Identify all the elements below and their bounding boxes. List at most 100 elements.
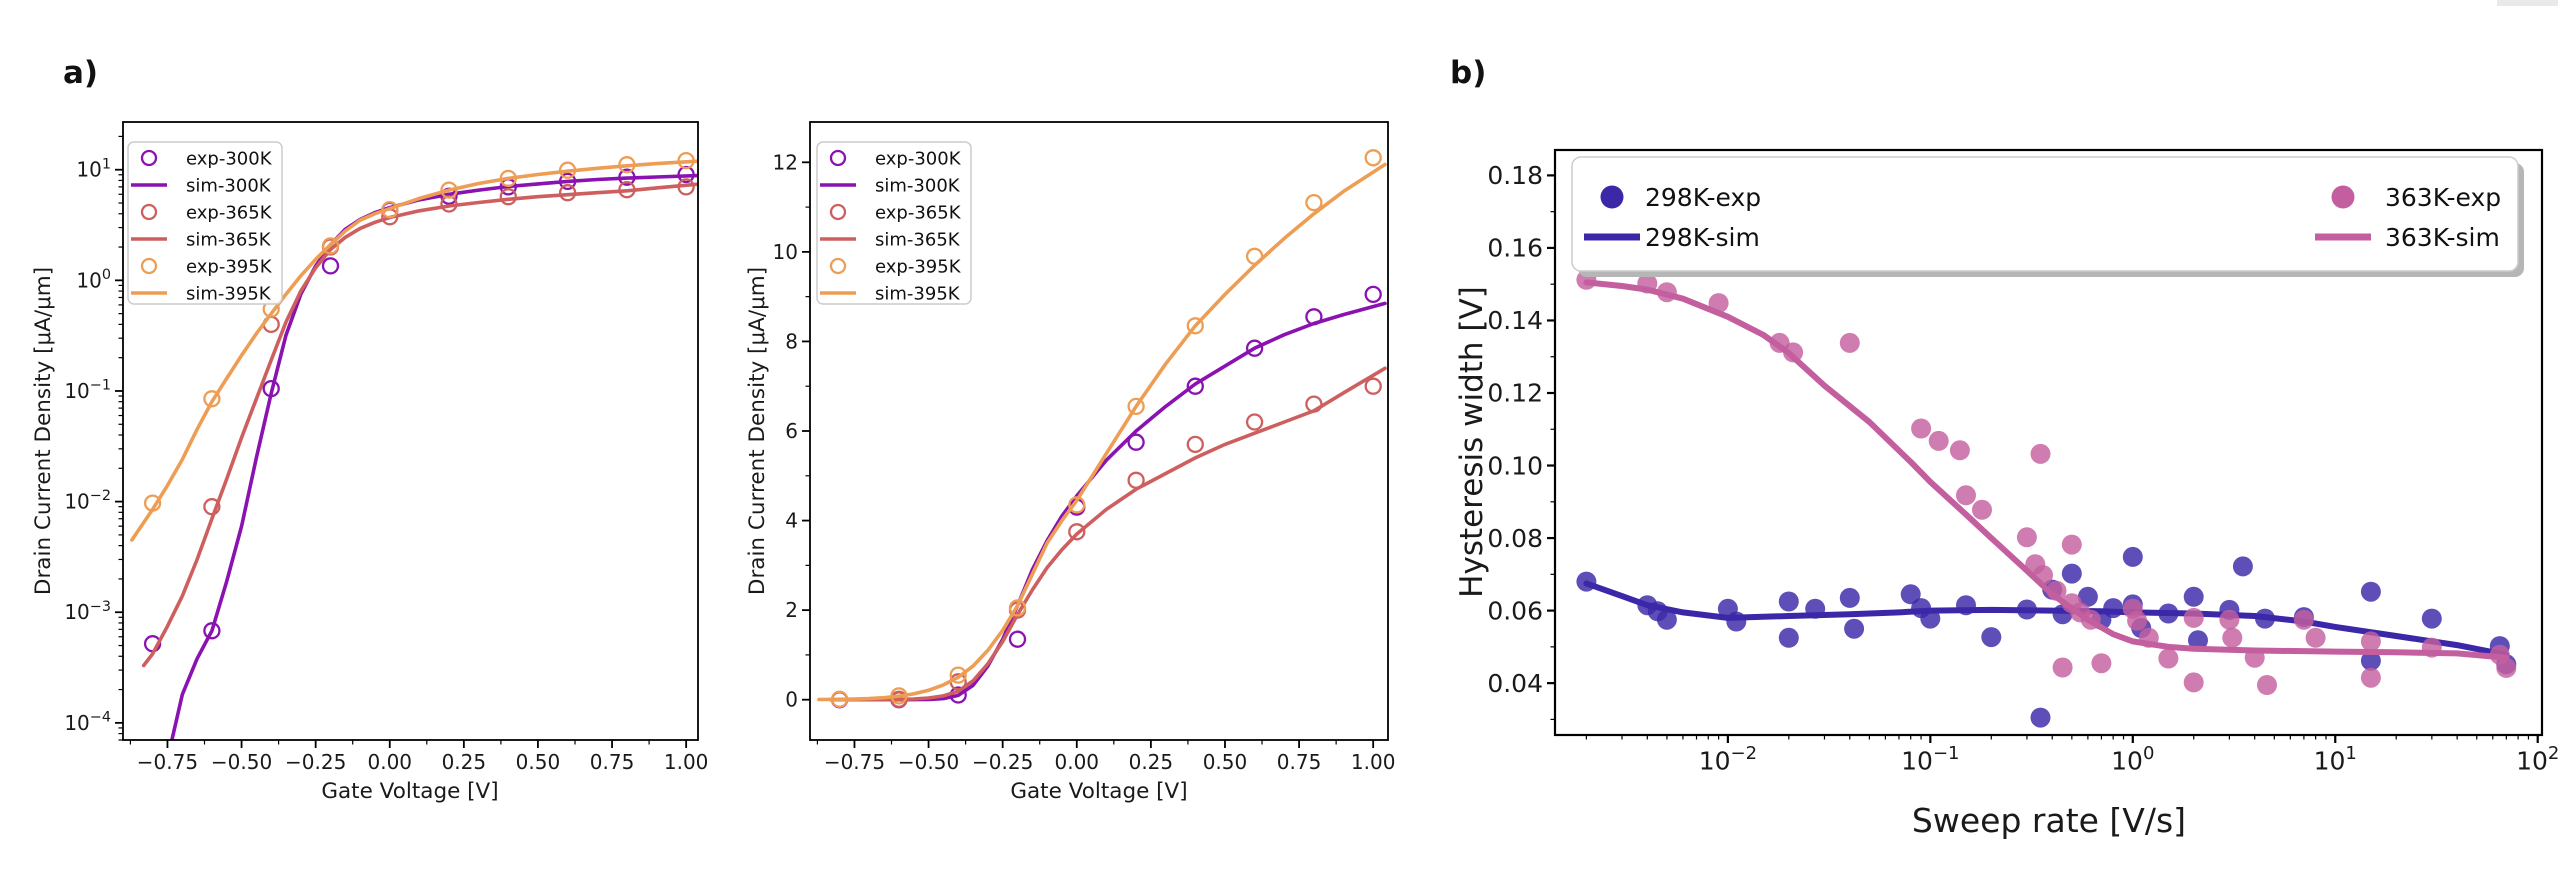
tick-label: 0.18 [1487,161,1543,190]
tick-label: 0.04 [1487,669,1543,698]
legend-label: exp-300K [875,148,962,169]
data-point [1928,430,1949,451]
tick-label: 10−4 [64,709,111,734]
x-axis-label: Gate Voltage [V] [321,779,498,804]
legend-open-circle-marker [140,203,158,221]
data-point [1900,584,1921,605]
data-point [2183,586,2204,607]
tick-label: 10−1 [1901,743,1959,776]
plot-frame [1553,148,2544,737]
data-point [1981,627,2002,648]
panel-b-label: b) [1450,55,1487,91]
data-point [1839,587,1860,608]
data-point [1364,149,1382,167]
plot-frame [809,121,1389,741]
legend-label: exp-395K [875,256,962,277]
tick-label: 0.10 [1487,451,1543,480]
tick-label: 100 [2111,743,2154,776]
tick-label: 10−1 [64,378,111,403]
data-point [2496,657,2517,678]
data-point [1956,485,1976,506]
exp-300K-markers [830,285,1382,709]
tick-label: 101 [2314,743,2357,776]
y-axis-label: Drain Current Density [μA/μm] [31,267,56,595]
legend-open-circle-marker [829,257,847,275]
data-point [203,390,221,408]
data-point [2030,443,2051,464]
legend-label: sim-365K [186,229,272,250]
tick-label: 6 [785,419,798,443]
data-point [1068,523,1086,541]
legend-circle-marker [1600,185,1624,209]
x-axis: −0.75 −0.50 −0.25 0.00 0.25 0.50 0.75 1.00 [816,740,1395,774]
y-axis: 0 2 4 6 8 10 12 [773,150,810,712]
363K-exp-markers [1576,269,2517,695]
tick-label: 0.06 [1487,596,1543,625]
tick-label: 12 [773,150,798,174]
legend-label: exp-300K [186,148,273,169]
data-point [321,237,340,255]
legend: exp-300K sim-300K exp-365K sim-365K exp-395K… [816,141,972,305]
298K-sim-line [1583,580,2510,658]
data-point [2183,672,2204,693]
tick-label: −0.25 [285,750,346,774]
legend-label: exp-365K [875,202,962,223]
data-point [2127,610,2148,631]
legend-open-circle-marker [829,149,847,167]
data-point [2030,707,2051,728]
exp-365K-markers [890,377,1382,708]
data-point [1186,435,1204,454]
tick-label: −0.25 [972,750,1033,774]
data-point [2077,586,2098,607]
data-point [321,257,340,275]
data-point [2305,627,2326,648]
plot-series [817,149,1387,709]
legend-label: sim-395K [875,283,961,304]
tick-label: 10 [773,240,798,264]
data-point [1839,332,1860,353]
tick-label: 0.25 [1129,750,1174,774]
legend-label: sim-365K [875,229,961,250]
data-point [2219,609,2240,630]
data-point [203,622,221,640]
panel-a-label: a) [63,55,99,91]
tick-label: −0.75 [824,750,885,774]
data-point [1245,413,1264,431]
tick-label: 100 [76,267,111,292]
tick-label: 0 [785,688,798,712]
sim-300K-line [857,301,1387,702]
data-point [2293,609,2314,630]
data-point [1305,193,1323,212]
tick-label: −0.75 [137,750,198,774]
y-axis-label: Hysteresis width [V] [1454,286,1490,598]
tick-label: 2 [785,598,798,622]
legend: 298K-exp 298K-sim 363K-exp 363K-sim [1571,156,2524,277]
legend-open-circle-marker [140,149,158,167]
tick-label: 101 [76,156,111,181]
tick-label: 0.75 [590,750,635,774]
data-point [2183,607,2204,628]
data-point [1844,618,1865,639]
data-point [2222,627,2243,648]
data-point [1127,433,1145,451]
data-point [2360,581,2381,602]
data-point [2188,630,2208,651]
x-axis-label: Gate Voltage [V] [1010,779,1187,804]
tick-label: 10−2 [64,488,111,513]
data-point [1364,285,1382,304]
tick-label: −0.50 [898,750,959,774]
data-point [2257,675,2277,695]
tick-label: 0.50 [516,750,561,774]
tick-label: 8 [785,329,798,353]
y-axis: 10−4 10−3 10−2 10−1 100 101 [64,135,123,741]
sim-395K-line [130,159,698,542]
tick-label: 0.12 [1487,379,1543,408]
tick-label: 0.00 [1055,750,1100,774]
legend-label: 363K-sim [2385,223,2500,252]
tick-label: 1.00 [664,750,709,774]
tick-label: 10−3 [64,599,111,624]
tick-label: 0.75 [1277,750,1322,774]
plot-series [130,151,698,740]
